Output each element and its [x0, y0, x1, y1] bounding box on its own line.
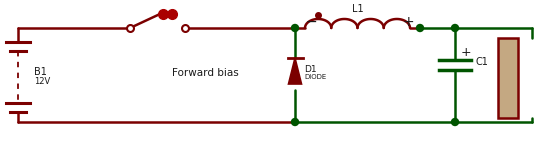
Text: L1: L1: [352, 4, 364, 14]
Text: LOAD: LOAD: [504, 64, 512, 92]
Text: DIODE: DIODE: [304, 74, 326, 80]
Circle shape: [416, 24, 423, 31]
Text: B1: B1: [34, 67, 47, 77]
Text: D1: D1: [304, 64, 317, 74]
Text: C1: C1: [475, 57, 488, 67]
FancyBboxPatch shape: [498, 38, 518, 118]
Polygon shape: [288, 58, 301, 84]
Text: −: −: [305, 15, 317, 29]
Circle shape: [292, 24, 299, 31]
Circle shape: [451, 24, 458, 31]
Circle shape: [451, 119, 458, 126]
Text: Forward bias: Forward bias: [172, 68, 238, 78]
Text: +: +: [461, 45, 471, 58]
Circle shape: [292, 119, 299, 126]
Text: 12V: 12V: [34, 77, 50, 86]
Text: +: +: [402, 15, 414, 29]
